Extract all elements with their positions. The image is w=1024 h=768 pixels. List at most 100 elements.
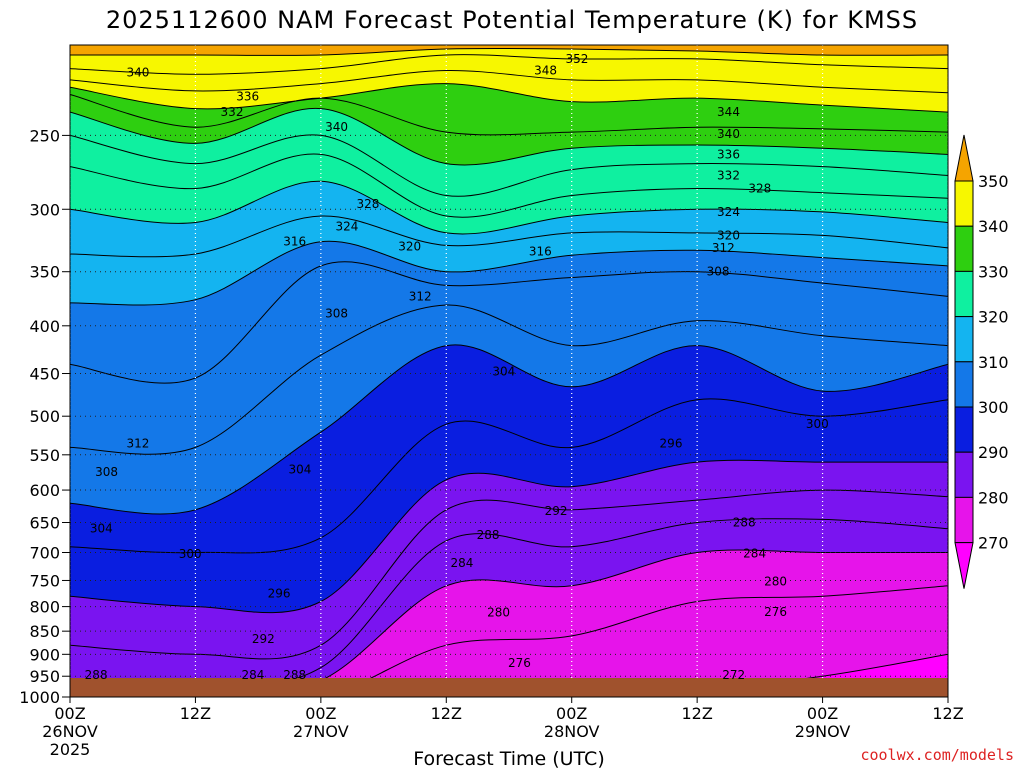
isentrope-296 — [70, 398, 948, 554]
isentrope-292 — [70, 459, 948, 614]
isentrope-348 — [70, 54, 948, 75]
contour-label: 296 — [268, 587, 291, 601]
x-axis-label: Forecast Time (UTC) — [413, 748, 604, 768]
colorbar-band-300 — [954, 361, 974, 408]
colorbar-band-280 — [954, 451, 974, 498]
y-tick-label: 700 — [29, 544, 60, 563]
colorbar-band-340 — [954, 180, 974, 227]
contour-label: 288 — [477, 528, 500, 542]
contour-label: 296 — [660, 437, 683, 451]
contour-label: 352 — [565, 52, 588, 66]
isentrope-324 — [70, 153, 948, 218]
y-tick-label: 900 — [29, 645, 60, 664]
contour-label: 320 — [717, 228, 740, 242]
x-tick-label: 28NOV — [544, 722, 600, 741]
fill-region-theta-352 — [70, 45, 948, 56]
contour-label: 328 — [748, 181, 771, 195]
colorbar-band-320 — [954, 270, 974, 318]
contour-label: 316 — [529, 245, 552, 259]
contour-label: 292 — [252, 632, 275, 646]
contour-label: 280 — [764, 575, 787, 589]
y-tick-label: 1000 — [19, 688, 60, 707]
contour-label: 272 — [722, 668, 745, 682]
colorbar-label: 330 — [978, 262, 1009, 281]
contour-label: 284 — [451, 556, 474, 570]
colorbar-band-310 — [954, 316, 974, 363]
isentrope-340 — [70, 83, 948, 113]
x-tick-label: 12Z — [180, 704, 211, 723]
contour-label: 304 — [492, 365, 515, 379]
colorbar-label: 300 — [978, 398, 1009, 417]
y-tick-label: 750 — [29, 571, 60, 590]
colorbar-over-arrow — [954, 134, 974, 182]
terrain-ground — [70, 678, 948, 697]
contour-label: 292 — [545, 504, 568, 518]
contour-label: 324 — [336, 219, 359, 233]
isentrope-320 — [70, 180, 948, 235]
y-tick-label: 350 — [29, 263, 60, 282]
y-tick-label: 650 — [29, 513, 60, 532]
x-tick-label: 00Z — [54, 704, 85, 723]
y-tick-label: 450 — [29, 365, 60, 384]
contour-label: 340 — [717, 127, 740, 141]
isentrope-300 — [70, 344, 948, 515]
contour-label: 320 — [398, 240, 421, 254]
x-tick-label: 00Z — [556, 704, 587, 723]
isentrope-328 — [70, 134, 948, 197]
y-tick-label: 950 — [29, 667, 60, 686]
x-tick-label: 27NOV — [293, 722, 349, 741]
colorbar-band-290 — [954, 406, 974, 453]
colorbar-label: 310 — [978, 353, 1009, 372]
x-tick-label: 26NOV — [42, 722, 98, 741]
contour-label: 304 — [288, 462, 311, 476]
contour-label: 328 — [356, 197, 379, 211]
isentrope-308 — [70, 261, 948, 384]
isentrope-332 — [70, 108, 948, 166]
x-tick-label: 12Z — [681, 704, 712, 723]
x-tick-label: 12Z — [431, 704, 462, 723]
contour-label: 300 — [179, 547, 202, 561]
colorbar-band-330 — [954, 225, 974, 272]
contour-label: 284 — [743, 547, 766, 561]
contour-label: 340 — [126, 65, 149, 79]
isentrope-304 — [70, 304, 948, 455]
contour-label: 288 — [733, 515, 756, 529]
contour-label: 332 — [221, 105, 244, 119]
contour-labels: 352 348 340 336 332 340 344 340 336 332 328 328 324 3… — [85, 52, 829, 682]
colorbar-band-270 — [954, 496, 974, 544]
contour-label: 340 — [325, 120, 348, 134]
colorbar-label: 350 — [978, 172, 1009, 191]
contour-label: 308 — [95, 465, 118, 479]
chart-title: 2025112600 NAM Forecast Potential Temper… — [106, 6, 918, 34]
contour-label: 276 — [764, 605, 787, 619]
x-tick-label: 00Z — [305, 704, 336, 723]
y-tick-label: 250 — [29, 126, 60, 145]
y-tick-label: 300 — [29, 200, 60, 219]
contour-label: 312 — [409, 289, 432, 303]
contour-label: 300 — [806, 417, 829, 431]
y-tick-label: 600 — [29, 481, 60, 500]
contour-label: 308 — [325, 306, 348, 320]
y-tick-label: 800 — [29, 598, 60, 617]
contour-label: 332 — [717, 168, 740, 182]
isentrope-288 — [70, 489, 948, 660]
contour-label: 312 — [712, 241, 735, 255]
y-tick-label: 400 — [29, 317, 60, 336]
contour-label: 348 — [534, 64, 557, 78]
colorbar-label: 290 — [978, 443, 1009, 462]
filled-contour-layer — [70, 45, 948, 697]
contour-label: 316 — [283, 235, 306, 249]
pressure-axis: 250 300 350 400 450 500 550 600 650 700 750 800 850 9… — [19, 126, 70, 707]
contour-label: 288 — [283, 668, 306, 682]
colorbar-label: 320 — [978, 308, 1009, 327]
contour-label: 336 — [717, 147, 740, 161]
contour-label: 288 — [85, 668, 108, 682]
colorbar-label: 270 — [978, 534, 1009, 553]
colorbar-label: 340 — [978, 217, 1009, 236]
contour-label: 284 — [241, 668, 264, 682]
y-tick-label: 500 — [29, 407, 60, 426]
y-tick-label: 850 — [29, 622, 60, 641]
y-tick-label: 550 — [29, 446, 60, 465]
